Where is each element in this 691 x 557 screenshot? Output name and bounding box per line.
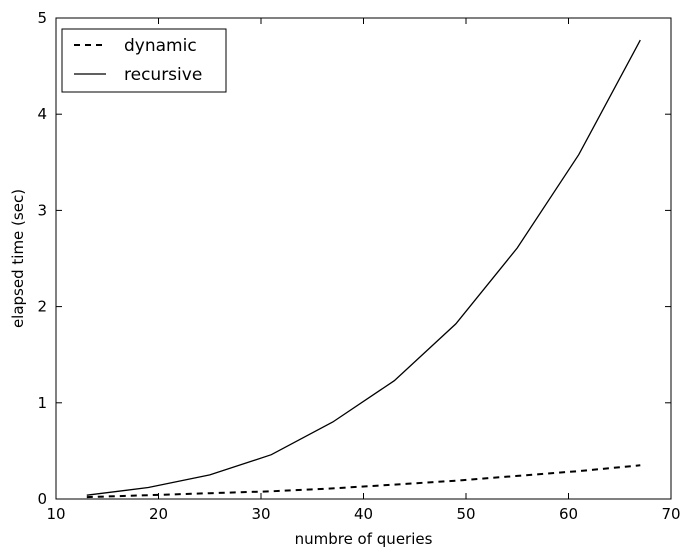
legend-label-dynamic: dynamic [124,36,197,56]
y-tick-label: 2 [37,298,47,316]
series-lines [86,39,641,499]
series-line-recursive [86,39,641,496]
x-axis-label: numbre of queries [295,530,433,548]
x-tick-label: 50 [456,505,475,523]
y-tick-label: 1 [37,394,47,412]
x-tick-label: 10 [46,505,65,523]
y-axis-label: elapsed time (sec) [9,189,27,328]
legend: dynamic recursive [61,28,227,93]
x-tick-label: 20 [149,505,168,523]
x-tick-label: 30 [251,505,270,523]
x-tick-label: 70 [661,505,680,523]
y-tick-label: 5 [37,9,47,27]
axis-ticks [55,17,672,500]
y-tick-label: 0 [37,490,47,508]
x-tick-label: 40 [354,505,373,523]
y-tick-label: 3 [37,201,47,219]
x-tick-label: 60 [559,505,578,523]
tick-labels: 10 20 30 40 50 60 70 0 1 2 3 4 5 [37,9,680,523]
legend-label-recursive: recursive [124,65,202,85]
series-line-dynamic [86,464,641,499]
y-tick-label: 4 [37,105,47,123]
legend-box [61,28,227,93]
